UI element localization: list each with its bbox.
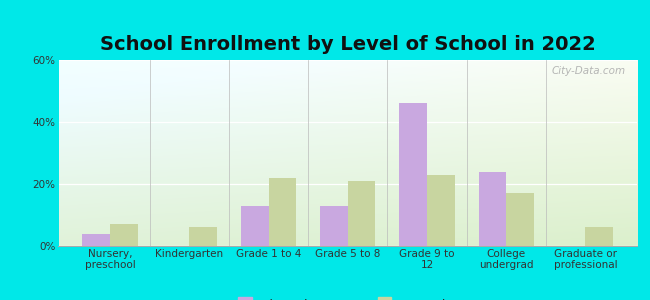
Bar bbox=[110, 224, 138, 246]
Bar bbox=[320, 206, 348, 246]
Bar bbox=[506, 193, 534, 246]
Bar bbox=[240, 206, 268, 246]
Bar bbox=[399, 103, 427, 246]
Bar bbox=[478, 172, 506, 246]
Bar bbox=[427, 175, 455, 246]
Bar bbox=[348, 181, 376, 246]
Bar bbox=[189, 227, 217, 246]
Bar bbox=[83, 234, 110, 246]
Bar bbox=[586, 227, 613, 246]
Text: City-Data.com: City-Data.com bbox=[551, 66, 625, 76]
Bar bbox=[268, 178, 296, 246]
Legend: Zip code 41180, Kentucky: Zip code 41180, Kentucky bbox=[232, 293, 463, 300]
Title: School Enrollment by Level of School in 2022: School Enrollment by Level of School in … bbox=[100, 35, 595, 54]
